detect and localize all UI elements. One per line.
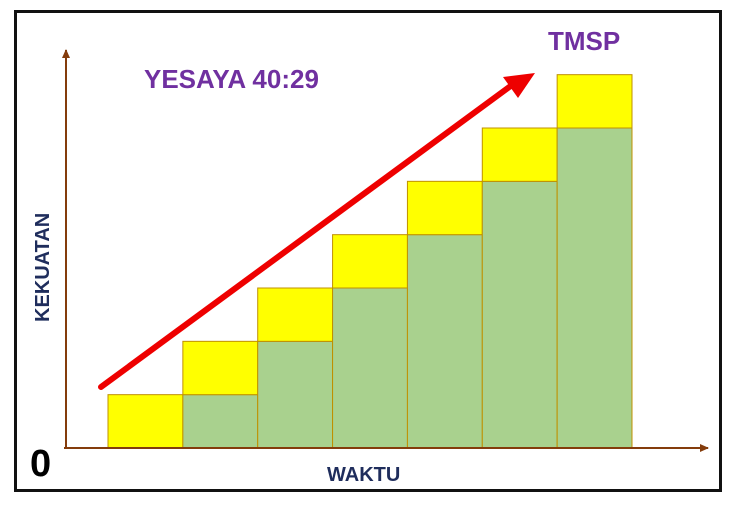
bar-top-1 [107, 394, 184, 449]
trend-arrow [98, 73, 535, 390]
trend-arrow-line [98, 82, 515, 390]
bar-top-3 [257, 287, 334, 342]
bar-base-5 [406, 234, 483, 449]
bar-top-7 [556, 74, 633, 129]
y-axis-label: KEKUATAN [32, 213, 54, 322]
bar-base-4 [332, 287, 408, 449]
x-axis-label: WAKTU [327, 464, 400, 486]
bar-top-5 [406, 180, 483, 236]
trend-arrow-head [503, 73, 535, 98]
chart-title: YESAYA 40:29 [144, 64, 319, 94]
tmsp-annotation: TMSP [548, 26, 620, 56]
origin-label: 0 [30, 443, 51, 485]
bar-base-3 [257, 340, 334, 449]
bar-top-4 [332, 234, 408, 289]
bars-group [107, 74, 633, 449]
bar-top-6 [481, 127, 558, 182]
bar-base-6 [481, 180, 558, 449]
bar-top-2 [182, 340, 259, 396]
bar-base-2 [182, 394, 259, 449]
bar-base-7 [556, 127, 633, 449]
